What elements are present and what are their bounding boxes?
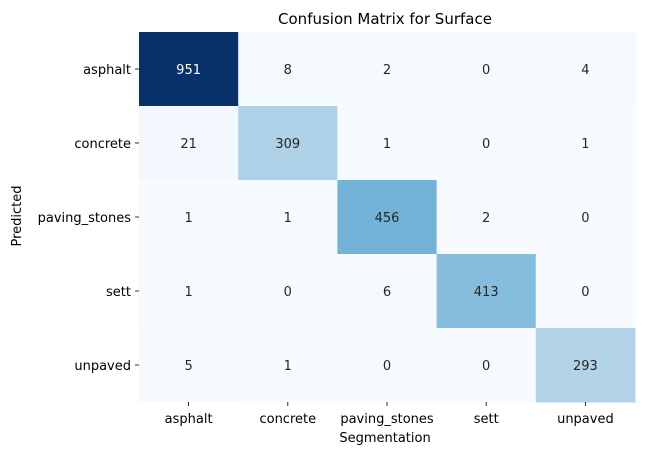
cell-value-label: 8	[284, 63, 292, 78]
heatmap-cells	[139, 32, 636, 403]
heatmap-cell	[337, 32, 438, 107]
x-tick-label: asphalt	[165, 412, 213, 427]
heatmap-cell	[436, 254, 537, 329]
cell-value-label: 413	[474, 285, 499, 300]
heatmap-cell	[238, 106, 338, 181]
heatmap-cell	[436, 32, 537, 107]
heatmap-cell	[238, 254, 338, 329]
x-tick-label: sett	[474, 412, 499, 427]
heatmap-cell	[238, 180, 338, 255]
y-axis-label: Predicted	[10, 185, 25, 246]
cell-value-label: 1	[284, 359, 292, 374]
chart-title: Confusion Matrix for Surface	[278, 10, 492, 28]
y-tick-label: unpaved	[74, 359, 131, 374]
cell-value-label: 1	[383, 137, 391, 152]
heatmap-cell	[337, 106, 438, 181]
cell-value-label: 1	[184, 211, 192, 226]
heatmap-cell	[139, 328, 239, 403]
heatmap-cell	[337, 328, 438, 403]
heatmap-cell	[436, 180, 537, 255]
heatmap-cell	[337, 254, 438, 329]
y-tick-label: asphalt	[83, 63, 131, 78]
heatmap-cell	[436, 106, 537, 181]
cell-value-label: 21	[180, 137, 197, 152]
cell-value-label: 4	[581, 63, 589, 78]
heatmap-cell	[238, 32, 338, 107]
x-tick-label: concrete	[259, 412, 316, 427]
cell-value-label: 6	[383, 285, 391, 300]
heatmap-cell	[535, 254, 636, 329]
heatmap-cell	[436, 328, 537, 403]
y-tick-label: sett	[106, 285, 131, 300]
x-axis-label: Segmentation	[339, 431, 430, 446]
heatmap-cell	[535, 180, 636, 255]
heatmap-cell	[139, 32, 239, 107]
cell-value-label: 0	[482, 63, 490, 78]
x-tick-label: unpaved	[557, 412, 614, 427]
heatmap-cell	[139, 254, 239, 329]
cell-value-label: 1	[581, 137, 589, 152]
cell-value-label: 0	[482, 359, 490, 374]
heatmap-cell	[238, 328, 338, 403]
cell-value-label: 0	[581, 285, 589, 300]
y-tick-label: paving_stones	[38, 211, 132, 226]
cell-value-label: 456	[375, 211, 400, 226]
cell-value-label: 0	[383, 359, 391, 374]
cell-value-label: 0	[284, 285, 292, 300]
cell-value-label: 2	[383, 63, 391, 78]
cell-value-label: 0	[482, 137, 490, 152]
x-axis-ticks: asphalt concrete paving_stones sett unpaved	[165, 402, 614, 427]
heatmap-cell	[139, 106, 239, 181]
y-tick-label: concrete	[74, 137, 131, 152]
heatmap-cell	[139, 180, 239, 255]
cell-value-label: 951	[176, 63, 201, 78]
cell-value-label: 1	[284, 211, 292, 226]
heatmap-cell	[535, 106, 636, 181]
cell-value-label: 309	[275, 137, 300, 152]
cell-value-label: 5	[184, 359, 192, 374]
cell-value-label: 1	[184, 285, 192, 300]
heatmap-cell	[535, 328, 636, 403]
cell-annotations: 951 8 2 0 421 309 1 0 11 1 456 2 01 0 6 413 05 1 0 0 293	[176, 63, 598, 374]
heatmap-cell	[337, 180, 438, 255]
x-tick-label: paving_stones	[340, 412, 434, 427]
heatmap-cell	[535, 32, 636, 107]
cell-value-label: 293	[573, 359, 598, 374]
cell-value-label: 0	[581, 211, 589, 226]
cell-value-label: 2	[482, 211, 490, 226]
